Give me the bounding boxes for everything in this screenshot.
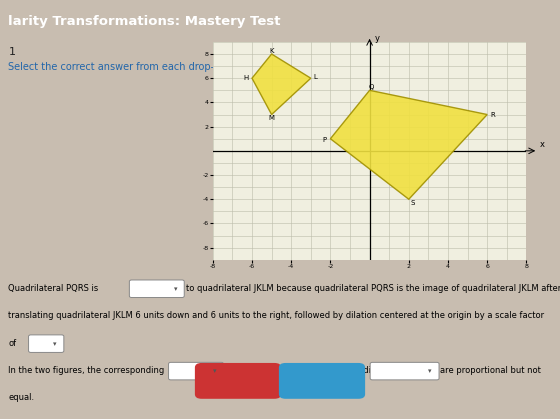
- Text: ▾: ▾: [53, 341, 57, 347]
- Text: M: M: [269, 115, 274, 121]
- FancyBboxPatch shape: [370, 362, 439, 380]
- Polygon shape: [252, 54, 311, 114]
- Text: P: P: [323, 137, 326, 143]
- Text: Reset: Reset: [222, 376, 254, 386]
- Text: R: R: [491, 111, 496, 117]
- Text: are congruent and the corresponding: are congruent and the corresponding: [224, 366, 382, 375]
- Text: K: K: [269, 48, 274, 54]
- Text: L: L: [314, 74, 318, 80]
- Text: are proportional but not: are proportional but not: [440, 366, 540, 375]
- FancyBboxPatch shape: [169, 362, 223, 380]
- Text: Quadrilateral PQRS is: Quadrilateral PQRS is: [8, 284, 99, 292]
- Text: Q: Q: [369, 84, 374, 90]
- FancyBboxPatch shape: [29, 335, 64, 352]
- Text: 1: 1: [8, 47, 16, 57]
- Text: x: x: [540, 140, 544, 149]
- Text: In the two figures, the corresponding: In the two figures, the corresponding: [8, 366, 165, 375]
- Text: Select the correct answer from each drop-down menu.: Select the correct answer from each drop…: [8, 62, 275, 72]
- Text: ▾: ▾: [174, 286, 177, 292]
- Text: to quadrilateral JKLM because quadrilateral PQRS is the image of quadrilateral J: to quadrilateral JKLM because quadrilate…: [186, 284, 560, 292]
- Text: H: H: [244, 75, 249, 81]
- Text: ▾: ▾: [428, 368, 432, 374]
- Text: of: of: [8, 339, 17, 347]
- Text: S: S: [410, 200, 415, 206]
- Text: ▾: ▾: [213, 368, 216, 374]
- FancyBboxPatch shape: [195, 363, 281, 399]
- Text: y: y: [375, 34, 380, 43]
- Polygon shape: [330, 91, 487, 199]
- Text: Next: Next: [309, 376, 335, 386]
- FancyBboxPatch shape: [129, 280, 184, 297]
- Text: translating quadrilateral JKLM 6 units down and 6 units to the right, followed b: translating quadrilateral JKLM 6 units d…: [8, 311, 544, 320]
- Text: equal.: equal.: [8, 393, 35, 403]
- FancyBboxPatch shape: [279, 363, 365, 399]
- Text: larity Transformations: Mastery Test: larity Transformations: Mastery Test: [8, 16, 281, 28]
